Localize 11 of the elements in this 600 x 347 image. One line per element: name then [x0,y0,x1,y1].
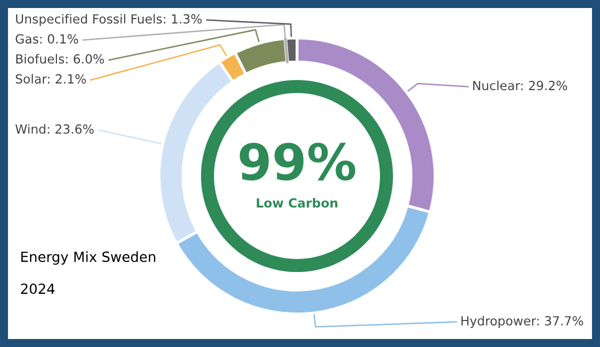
text: 99% [240,142,356,181]
slice-label: Gas: 0.1% [16,34,78,44]
slice-label: Unspecified Fossil Fuels: 1.3% [16,14,202,26]
slice-label: Biofuels: 6.0% [16,54,104,64]
text: Low Carbon [256,198,338,208]
text: 2024 [21,284,55,294]
slice-label: Nuclear: 29.2% [473,80,568,90]
slice-label: Hydropower: 37.7% [461,316,584,328]
slice-label: Wind: 23.6% [15,124,94,134]
text: Energy Mix Sweden [21,251,156,265]
slice-label: Solar: 2.1% [16,74,86,84]
